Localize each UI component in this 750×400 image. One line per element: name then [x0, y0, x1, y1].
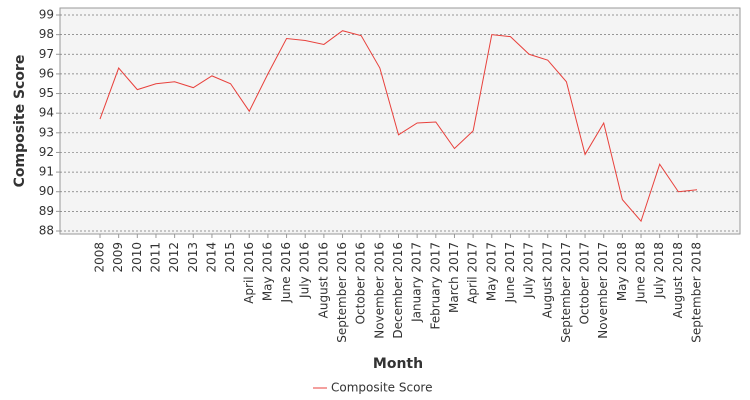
legend-label: Composite Score — [331, 381, 432, 395]
x-tick-label: May 2016 — [260, 242, 274, 301]
x-tick-label: 2010 — [130, 242, 144, 273]
x-tick-label: January 2017 — [410, 242, 424, 323]
x-tick-label: June 2017 — [503, 242, 517, 304]
x-tick-label: April 2017 — [466, 242, 480, 304]
y-tick-label: 96 — [39, 66, 54, 80]
x-tick-label: July 2018 — [652, 242, 666, 299]
x-tick-label: May 2017 — [484, 242, 498, 301]
x-tick-label: February 2017 — [428, 242, 442, 330]
x-tick-label: July 2016 — [298, 242, 312, 299]
x-tick-label: September 2017 — [559, 242, 573, 343]
y-tick-label: 98 — [39, 27, 54, 41]
x-tick-label: June 2018 — [634, 242, 648, 304]
y-tick-label: 90 — [39, 184, 54, 198]
y-tick-label: 88 — [39, 224, 54, 238]
y-tick-label: 97 — [39, 47, 54, 61]
x-tick-label: August 2018 — [671, 242, 685, 318]
x-tick-label: October 2016 — [354, 242, 368, 324]
x-tick-label: 2013 — [186, 242, 200, 273]
x-tick-label: November 2017 — [596, 242, 610, 339]
x-tick-label: December 2016 — [391, 242, 405, 339]
x-tick-label: June 2016 — [279, 242, 293, 304]
y-tick-label: 91 — [39, 165, 54, 179]
data-line — [99, 30, 698, 223]
x-tick-label: August 2016 — [316, 242, 330, 318]
x-tick-label: April 2016 — [242, 242, 256, 304]
x-tick-label: September 2016 — [335, 242, 349, 343]
x-tick-label: November 2016 — [372, 242, 386, 339]
x-tick-label: 2011 — [148, 242, 162, 273]
y-tick-label: 92 — [39, 145, 54, 159]
x-tick-label: May 2018 — [615, 242, 629, 301]
y-tick-label: 95 — [39, 86, 54, 100]
y-axis-title: Composite Score — [12, 55, 28, 188]
x-tick-label: 2014 — [204, 242, 218, 273]
x-tick-label: 2009 — [111, 242, 125, 273]
x-tick-label: October 2017 — [578, 242, 592, 324]
x-tick-label: July 2017 — [522, 242, 536, 299]
x-axis-title: Month — [373, 356, 423, 372]
x-tick-label: 2015 — [223, 242, 237, 273]
x-tick-label: 2008 — [93, 242, 107, 273]
x-tick-label: August 2017 — [540, 242, 554, 318]
y-tick-label: 94 — [39, 106, 54, 120]
plot-area — [59, 7, 741, 235]
y-tick-label: 89 — [39, 204, 54, 218]
x-tick-label: 2012 — [167, 242, 181, 273]
x-tick-label: September 2018 — [690, 242, 704, 343]
y-tick-label: 99 — [39, 8, 54, 22]
x-tick-label: March 2017 — [447, 242, 461, 313]
y-tick-label: 93 — [39, 125, 54, 139]
